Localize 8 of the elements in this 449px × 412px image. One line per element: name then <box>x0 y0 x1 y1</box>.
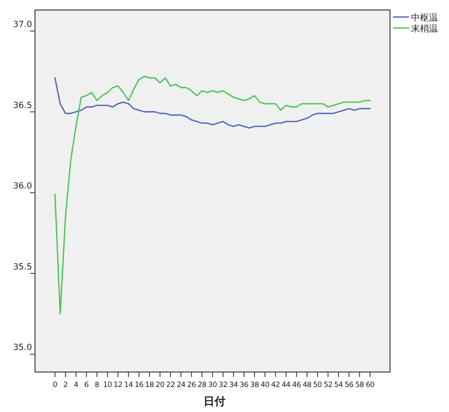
legend-label: 末梢温 <box>411 24 438 34</box>
y-tick-label: 37.0 <box>13 20 32 30</box>
y-tick-label: 36.5 <box>13 100 32 111</box>
legend-label: 中枢温 <box>411 12 438 24</box>
x-axis-title: 日付 <box>204 395 226 408</box>
y-tick-label: 35.5 <box>13 262 32 272</box>
y-tick-label: 35.0 <box>13 343 32 354</box>
y-tick-label: 36.0 <box>13 182 32 192</box>
